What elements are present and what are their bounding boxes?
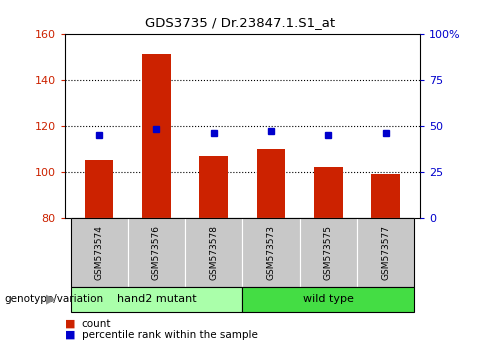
Bar: [314, 167, 343, 218]
Bar: [199, 156, 228, 218]
Text: percentile rank within the sample: percentile rank within the sample: [82, 330, 257, 339]
Bar: [85, 160, 113, 218]
Text: ▶: ▶: [46, 293, 55, 306]
Bar: [185, 218, 242, 287]
Text: GSM573573: GSM573573: [266, 225, 276, 280]
Text: ■: ■: [65, 319, 75, 329]
Bar: [71, 218, 128, 287]
Text: GSM573578: GSM573578: [209, 225, 218, 280]
Text: hand2 mutant: hand2 mutant: [117, 294, 196, 304]
Bar: [71, 287, 242, 312]
Bar: [300, 218, 357, 287]
Text: ■: ■: [65, 330, 75, 339]
Bar: [372, 174, 400, 218]
Bar: [242, 218, 300, 287]
Text: wild type: wild type: [303, 294, 354, 304]
Text: GSM573577: GSM573577: [381, 225, 390, 280]
Bar: [128, 218, 185, 287]
Text: GSM573574: GSM573574: [95, 225, 104, 280]
Text: GSM573576: GSM573576: [152, 225, 161, 280]
Text: count: count: [82, 319, 111, 329]
Bar: [242, 287, 414, 312]
Text: genotype/variation: genotype/variation: [5, 294, 104, 304]
Bar: [71, 218, 414, 287]
Text: GDS3735 / Dr.23847.1.S1_at: GDS3735 / Dr.23847.1.S1_at: [145, 16, 335, 29]
Bar: [357, 218, 414, 287]
Bar: [257, 149, 286, 218]
Text: GSM573575: GSM573575: [324, 225, 333, 280]
Bar: [142, 54, 171, 218]
